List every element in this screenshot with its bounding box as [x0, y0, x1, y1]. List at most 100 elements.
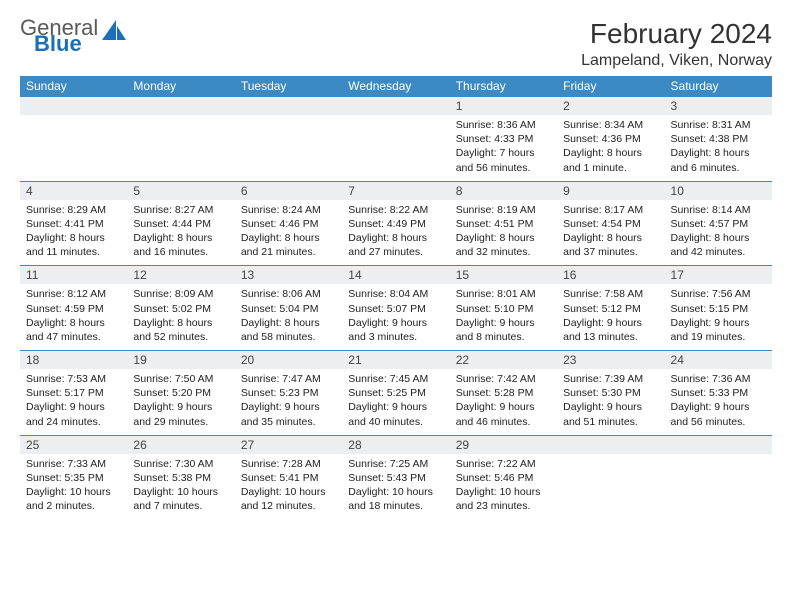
- day-number: [127, 97, 234, 115]
- day-number: 13: [235, 266, 342, 284]
- sunset-text: Sunset: 5:25 PM: [348, 386, 443, 400]
- sunset-text: Sunset: 5:10 PM: [456, 302, 551, 316]
- day-number: 22: [450, 351, 557, 369]
- calendar-table: SundayMondayTuesdayWednesdayThursdayFrid…: [20, 76, 772, 519]
- sunrise-text: Sunrise: 8:01 AM: [456, 287, 551, 301]
- sunset-text: Sunset: 4:38 PM: [671, 132, 766, 146]
- day-number: 12: [127, 266, 234, 284]
- day-details: Sunrise: 7:50 AMSunset: 5:20 PMDaylight:…: [127, 369, 234, 435]
- sunrise-text: Sunrise: 7:56 AM: [671, 287, 766, 301]
- sunset-text: Sunset: 5:30 PM: [563, 386, 658, 400]
- sunset-text: Sunset: 5:20 PM: [133, 386, 228, 400]
- calendar-cell: 28Sunrise: 7:25 AMSunset: 5:43 PMDayligh…: [342, 435, 449, 519]
- day-number: 21: [342, 351, 449, 369]
- daylight-text: Daylight: 10 hours and 12 minutes.: [241, 485, 336, 513]
- day-number: 28: [342, 436, 449, 454]
- day-details: Sunrise: 7:33 AMSunset: 5:35 PMDaylight:…: [20, 454, 127, 520]
- sunrise-text: Sunrise: 8:29 AM: [26, 203, 121, 217]
- day-details: Sunrise: 7:47 AMSunset: 5:23 PMDaylight:…: [235, 369, 342, 435]
- day-number: [557, 436, 664, 454]
- sunrise-text: Sunrise: 8:17 AM: [563, 203, 658, 217]
- day-details: Sunrise: 7:30 AMSunset: 5:38 PMDaylight:…: [127, 454, 234, 520]
- day-details: Sunrise: 8:12 AMSunset: 4:59 PMDaylight:…: [20, 284, 127, 350]
- sunrise-text: Sunrise: 8:24 AM: [241, 203, 336, 217]
- calendar-week-row: 18Sunrise: 7:53 AMSunset: 5:17 PMDayligh…: [20, 351, 772, 436]
- sunrise-text: Sunrise: 7:53 AM: [26, 372, 121, 386]
- day-number: 26: [127, 436, 234, 454]
- sunset-text: Sunset: 5:23 PM: [241, 386, 336, 400]
- day-number: 24: [665, 351, 772, 369]
- day-details: Sunrise: 8:06 AMSunset: 5:04 PMDaylight:…: [235, 284, 342, 350]
- calendar-week-row: 1Sunrise: 8:36 AMSunset: 4:33 PMDaylight…: [20, 97, 772, 182]
- daylight-text: Daylight: 9 hours and 35 minutes.: [241, 400, 336, 428]
- sunrise-text: Sunrise: 8:22 AM: [348, 203, 443, 217]
- day-number: 9: [557, 182, 664, 200]
- title-block: February 2024 Lampeland, Viken, Norway: [581, 18, 772, 70]
- calendar-cell: 26Sunrise: 7:30 AMSunset: 5:38 PMDayligh…: [127, 435, 234, 519]
- day-details: Sunrise: 8:31 AMSunset: 4:38 PMDaylight:…: [665, 115, 772, 181]
- day-details: Sunrise: 7:28 AMSunset: 5:41 PMDaylight:…: [235, 454, 342, 520]
- day-details: [235, 115, 342, 175]
- sunset-text: Sunset: 4:36 PM: [563, 132, 658, 146]
- day-details: Sunrise: 7:45 AMSunset: 5:25 PMDaylight:…: [342, 369, 449, 435]
- day-number: 19: [127, 351, 234, 369]
- calendar-cell: 6Sunrise: 8:24 AMSunset: 4:46 PMDaylight…: [235, 181, 342, 266]
- sunset-text: Sunset: 5:28 PM: [456, 386, 551, 400]
- calendar-cell: [665, 435, 772, 519]
- daylight-text: Daylight: 10 hours and 23 minutes.: [456, 485, 551, 513]
- sunset-text: Sunset: 5:07 PM: [348, 302, 443, 316]
- day-details: Sunrise: 7:53 AMSunset: 5:17 PMDaylight:…: [20, 369, 127, 435]
- day-number: 17: [665, 266, 772, 284]
- day-details: Sunrise: 7:36 AMSunset: 5:33 PMDaylight:…: [665, 369, 772, 435]
- calendar-cell: 27Sunrise: 7:28 AMSunset: 5:41 PMDayligh…: [235, 435, 342, 519]
- day-details: Sunrise: 8:29 AMSunset: 4:41 PMDaylight:…: [20, 200, 127, 266]
- calendar-cell: 3Sunrise: 8:31 AMSunset: 4:38 PMDaylight…: [665, 97, 772, 182]
- day-number: 2: [557, 97, 664, 115]
- weekday-header: Thursday: [450, 76, 557, 97]
- daylight-text: Daylight: 9 hours and 24 minutes.: [26, 400, 121, 428]
- daylight-text: Daylight: 9 hours and 51 minutes.: [563, 400, 658, 428]
- day-details: Sunrise: 8:17 AMSunset: 4:54 PMDaylight:…: [557, 200, 664, 266]
- daylight-text: Daylight: 9 hours and 46 minutes.: [456, 400, 551, 428]
- day-details: Sunrise: 8:01 AMSunset: 5:10 PMDaylight:…: [450, 284, 557, 350]
- daylight-text: Daylight: 9 hours and 3 minutes.: [348, 316, 443, 344]
- sunrise-text: Sunrise: 7:58 AM: [563, 287, 658, 301]
- weekday-header: Friday: [557, 76, 664, 97]
- day-details: Sunrise: 7:25 AMSunset: 5:43 PMDaylight:…: [342, 454, 449, 520]
- day-details: Sunrise: 8:36 AMSunset: 4:33 PMDaylight:…: [450, 115, 557, 181]
- sunset-text: Sunset: 5:17 PM: [26, 386, 121, 400]
- sunrise-text: Sunrise: 7:25 AM: [348, 457, 443, 471]
- daylight-text: Daylight: 9 hours and 40 minutes.: [348, 400, 443, 428]
- day-number: 4: [20, 182, 127, 200]
- day-details: Sunrise: 7:42 AMSunset: 5:28 PMDaylight:…: [450, 369, 557, 435]
- sunset-text: Sunset: 5:38 PM: [133, 471, 228, 485]
- sunset-text: Sunset: 4:41 PM: [26, 217, 121, 231]
- day-number: 15: [450, 266, 557, 284]
- calendar-week-row: 25Sunrise: 7:33 AMSunset: 5:35 PMDayligh…: [20, 435, 772, 519]
- sunset-text: Sunset: 5:02 PM: [133, 302, 228, 316]
- sunset-text: Sunset: 4:51 PM: [456, 217, 551, 231]
- day-details: [665, 454, 772, 514]
- calendar-cell: 25Sunrise: 7:33 AMSunset: 5:35 PMDayligh…: [20, 435, 127, 519]
- calendar-cell: [342, 97, 449, 182]
- calendar-cell: 23Sunrise: 7:39 AMSunset: 5:30 PMDayligh…: [557, 351, 664, 436]
- daylight-text: Daylight: 8 hours and 58 minutes.: [241, 316, 336, 344]
- day-details: [557, 454, 664, 514]
- sunrise-text: Sunrise: 7:33 AM: [26, 457, 121, 471]
- daylight-text: Daylight: 10 hours and 18 minutes.: [348, 485, 443, 513]
- day-details: Sunrise: 8:24 AMSunset: 4:46 PMDaylight:…: [235, 200, 342, 266]
- day-number: 11: [20, 266, 127, 284]
- sunset-text: Sunset: 4:44 PM: [133, 217, 228, 231]
- sunrise-text: Sunrise: 7:47 AM: [241, 372, 336, 386]
- brand-line2: Blue: [34, 34, 98, 54]
- daylight-text: Daylight: 8 hours and 21 minutes.: [241, 231, 336, 259]
- daylight-text: Daylight: 9 hours and 29 minutes.: [133, 400, 228, 428]
- sunrise-text: Sunrise: 7:36 AM: [671, 372, 766, 386]
- location: Lampeland, Viken, Norway: [581, 52, 772, 70]
- weekday-header: Saturday: [665, 76, 772, 97]
- sunrise-text: Sunrise: 8:36 AM: [456, 118, 551, 132]
- sunrise-text: Sunrise: 8:27 AM: [133, 203, 228, 217]
- day-number: 23: [557, 351, 664, 369]
- daylight-text: Daylight: 8 hours and 16 minutes.: [133, 231, 228, 259]
- daylight-text: Daylight: 10 hours and 7 minutes.: [133, 485, 228, 513]
